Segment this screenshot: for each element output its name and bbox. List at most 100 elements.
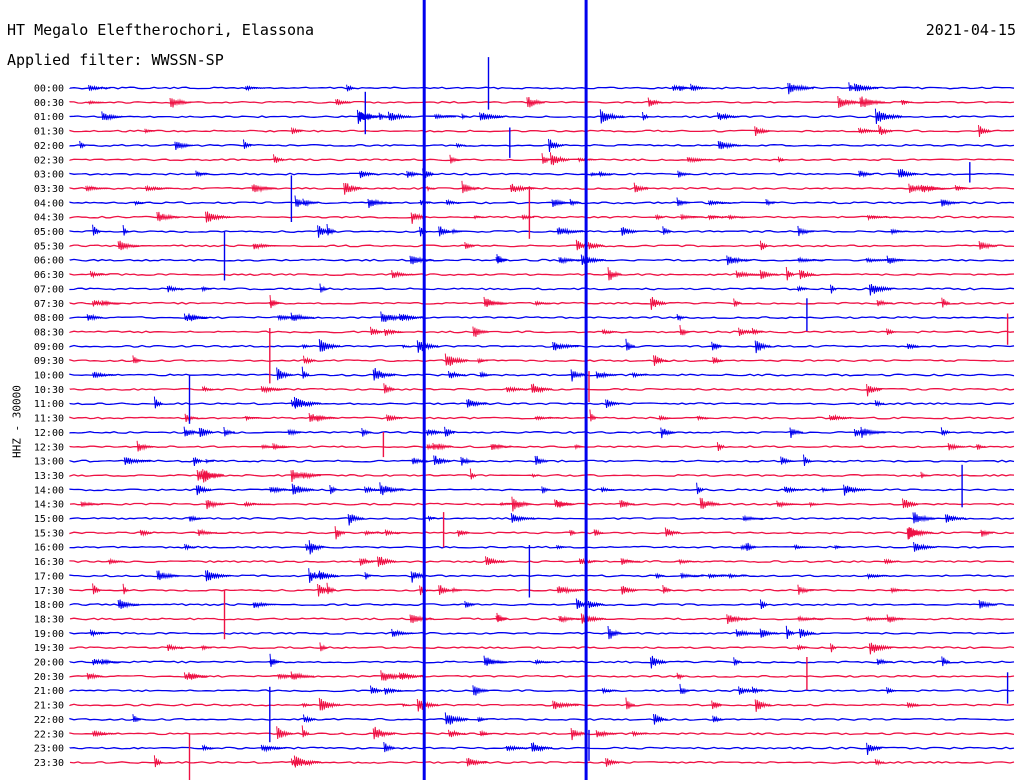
- seismic-burst: [496, 612, 508, 623]
- seismic-burst: [384, 687, 403, 695]
- seismic-burst: [868, 284, 893, 296]
- time-tick-label: 21:00: [34, 686, 64, 697]
- seismic-burst: [590, 172, 605, 177]
- seismic-burst: [978, 241, 998, 250]
- seismic-burst: [907, 527, 922, 540]
- seismic-burst: [677, 170, 692, 178]
- seismic-burst: [625, 338, 636, 351]
- seismic-burst: [754, 126, 771, 137]
- seismic-burst: [101, 111, 124, 121]
- time-tick-label: 07:00: [34, 284, 64, 295]
- seismic-burst: [466, 757, 489, 767]
- time-tick-label: 20:30: [34, 672, 64, 683]
- seismic-burst: [551, 198, 571, 207]
- seismic-burst: [92, 224, 102, 236]
- seismic-burst: [316, 414, 339, 422]
- seismic-burst: [534, 300, 551, 307]
- seismic-burst: [853, 83, 879, 92]
- seismic-burst: [448, 370, 466, 379]
- seismic-burst: [858, 170, 875, 178]
- trace-line: [69, 732, 1015, 736]
- seismic-burst: [367, 198, 393, 208]
- trace-line: [69, 517, 1015, 520]
- seismic-burst: [759, 269, 779, 280]
- seismic-burst: [587, 242, 605, 250]
- time-tick-label: 06:30: [34, 270, 64, 281]
- seismic-burst: [821, 487, 834, 494]
- seismic-burst: [409, 255, 435, 265]
- seismic-burst: [122, 225, 130, 236]
- seismic-burst: [830, 643, 837, 653]
- trace-line: [69, 330, 1015, 334]
- seismic-burst: [647, 97, 663, 107]
- trace-line: [69, 761, 1015, 764]
- seismic-burst: [347, 514, 365, 526]
- seismic-burst: [391, 628, 414, 637]
- seismic-burst: [245, 415, 260, 422]
- seismic-burst: [427, 515, 436, 522]
- trace-line: [69, 588, 1015, 592]
- seismic-burst: [291, 127, 303, 135]
- seismic-burst: [920, 471, 931, 479]
- seismic-burst: [319, 283, 329, 293]
- seismic-burst: [676, 672, 685, 681]
- seismic-burst: [976, 444, 986, 451]
- time-tick-label: 12:30: [34, 442, 64, 453]
- seismic-burst: [633, 182, 649, 193]
- seismic-burst: [797, 584, 815, 595]
- seismic-burst: [690, 83, 708, 92]
- trace-line: [69, 703, 1015, 707]
- seismic-burst: [860, 426, 887, 438]
- seismic-burst: [451, 228, 463, 235]
- seismic-burst: [466, 399, 488, 408]
- seismic-burst: [708, 199, 731, 207]
- seismic-burst: [276, 726, 294, 740]
- time-tick-label: 19:00: [34, 629, 64, 640]
- seismic-burst: [269, 653, 280, 667]
- seismic-burst: [273, 154, 285, 163]
- seismic-burst: [653, 714, 665, 725]
- seismic-burst: [139, 529, 153, 537]
- seismic-burst: [777, 156, 785, 163]
- time-tick-label: 05:30: [34, 241, 64, 252]
- seismic-burst: [600, 486, 615, 493]
- seismic-burst: [884, 558, 900, 565]
- seismic-burst: [308, 540, 325, 555]
- seismic-burst: [658, 414, 672, 421]
- seismic-burst: [534, 415, 560, 421]
- time-tick-label: 03:30: [34, 184, 64, 195]
- seismic-burst: [799, 270, 816, 280]
- seismic-burst: [876, 299, 894, 307]
- seismic-burst: [378, 112, 392, 121]
- seismic-burst: [554, 499, 573, 509]
- seismic-burst: [444, 353, 469, 366]
- seismic-burst: [383, 742, 396, 753]
- trace-line: [69, 689, 1015, 693]
- seismic-burst: [399, 672, 424, 681]
- seismic-burst: [830, 284, 837, 294]
- seismic-burst: [136, 440, 154, 452]
- trace-line: [69, 201, 1015, 205]
- time-tick-label: 12:00: [34, 428, 64, 439]
- time-tick-label: 21:30: [34, 701, 64, 712]
- seismic-burst: [132, 355, 142, 364]
- seismic-burst: [712, 356, 724, 364]
- date-label: 2021-04-15: [925, 21, 1016, 39]
- seismic-burst: [726, 255, 753, 266]
- seismic-burst: [890, 587, 911, 595]
- time-tick-label: 09:30: [34, 356, 64, 367]
- filter-label: Applied filter: WWSSN-SP: [7, 51, 224, 69]
- trace-line: [69, 560, 1015, 563]
- seismic-burst: [886, 255, 907, 264]
- seismic-burst: [941, 297, 951, 308]
- seismic-burst: [387, 111, 412, 121]
- seismic-burst: [290, 312, 315, 321]
- seismic-burst: [201, 744, 214, 752]
- seismic-burst: [359, 557, 376, 566]
- seismic-burst: [117, 599, 140, 609]
- seismic-burst: [364, 530, 384, 537]
- seismic-burst: [302, 702, 313, 709]
- seismic-burst: [416, 698, 439, 712]
- seismic-burst: [329, 485, 338, 495]
- seismic-burst: [134, 200, 146, 207]
